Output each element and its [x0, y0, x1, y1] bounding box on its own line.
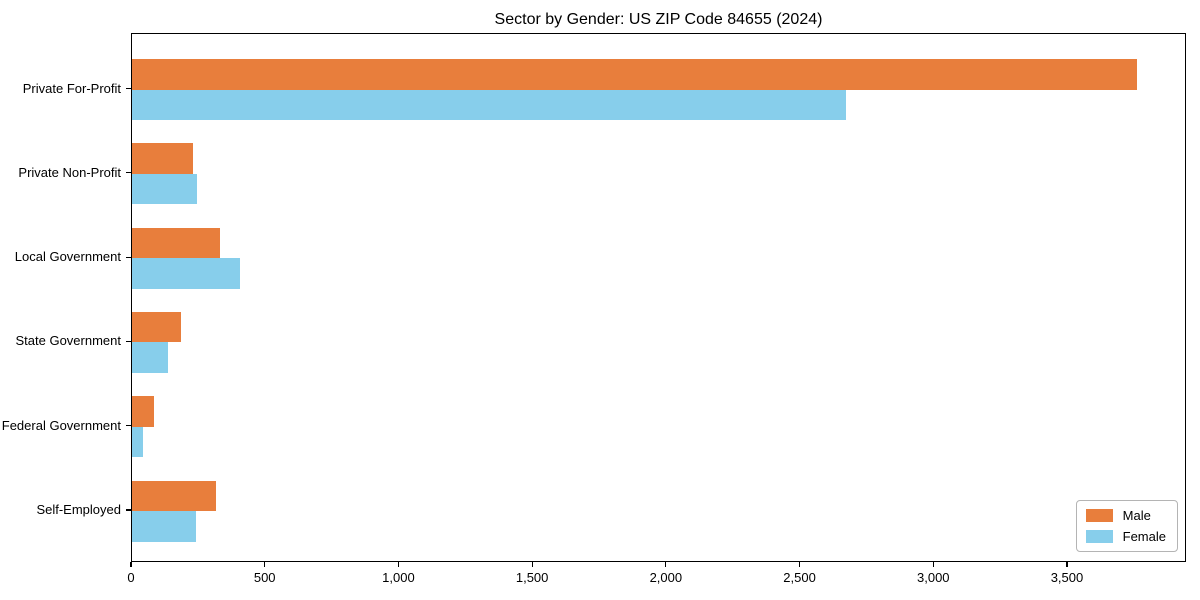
- y-axis-label: State Government: [15, 333, 122, 349]
- legend-item-male: Male: [1085, 508, 1166, 523]
- y-tick: [126, 87, 131, 90]
- bar-female-6: [132, 511, 196, 542]
- x-tick: [665, 562, 667, 567]
- bar-female-2: [132, 173, 198, 205]
- y-axis-label: Federal Government: [1, 417, 121, 433]
- y-axis-label: Local Government: [14, 249, 121, 265]
- male-series-swatch: [1085, 509, 1113, 522]
- chart-title: Sector by Gender: US ZIP Code 84655 (202…: [494, 11, 823, 28]
- y-tick: [126, 425, 131, 427]
- x-tick: [1066, 562, 1068, 567]
- y-tick: [126, 172, 131, 174]
- x-axis-tick-label: 1,500: [515, 570, 549, 585]
- plot-area: Male Female: [131, 33, 1186, 562]
- x-axis-tick-label: 3,500: [1050, 570, 1084, 585]
- bar-male-1: [132, 59, 1137, 90]
- bar-male-2: [132, 143, 193, 174]
- x-tick: [397, 562, 399, 567]
- bar-male-5: [132, 396, 154, 427]
- legend-label-male: Male: [1122, 508, 1151, 523]
- legend-label-female: Female: [1122, 529, 1166, 544]
- bar-female-1: [132, 89, 847, 120]
- y-tick: [126, 340, 131, 342]
- bar-female-4: [132, 342, 169, 373]
- bar-female-5: [132, 426, 144, 458]
- bar-female-3: [132, 258, 241, 289]
- x-axis-tick-label: 500: [253, 570, 276, 585]
- x-axis-tick-label: 2,000: [649, 570, 683, 585]
- x-axis-tick-label: 1,000: [382, 570, 415, 585]
- x-axis-tick-label: 2,500: [783, 570, 816, 585]
- x-tick: [932, 562, 934, 567]
- y-tick: [126, 509, 131, 511]
- legend-item-female: Female: [1085, 529, 1166, 544]
- x-tick: [798, 562, 801, 567]
- x-axis-tick-label: 0: [127, 570, 135, 585]
- x-tick: [130, 562, 132, 567]
- x-tick: [531, 562, 533, 567]
- y-axis-label: Self-Employed: [36, 502, 121, 517]
- bar-male-4: [132, 311, 182, 343]
- x-tick: [264, 562, 266, 567]
- y-axis-label: Private For-Profit: [22, 80, 121, 96]
- bar-male-6: [132, 480, 217, 511]
- female-series-swatch: [1085, 530, 1113, 543]
- x-axis-tick-label: 3,000: [917, 570, 950, 585]
- bar-male-3: [132, 227, 220, 259]
- y-tick: [126, 256, 131, 258]
- y-axis-label: Private Non-Profit: [18, 164, 121, 180]
- legend: Male Female: [1075, 500, 1178, 552]
